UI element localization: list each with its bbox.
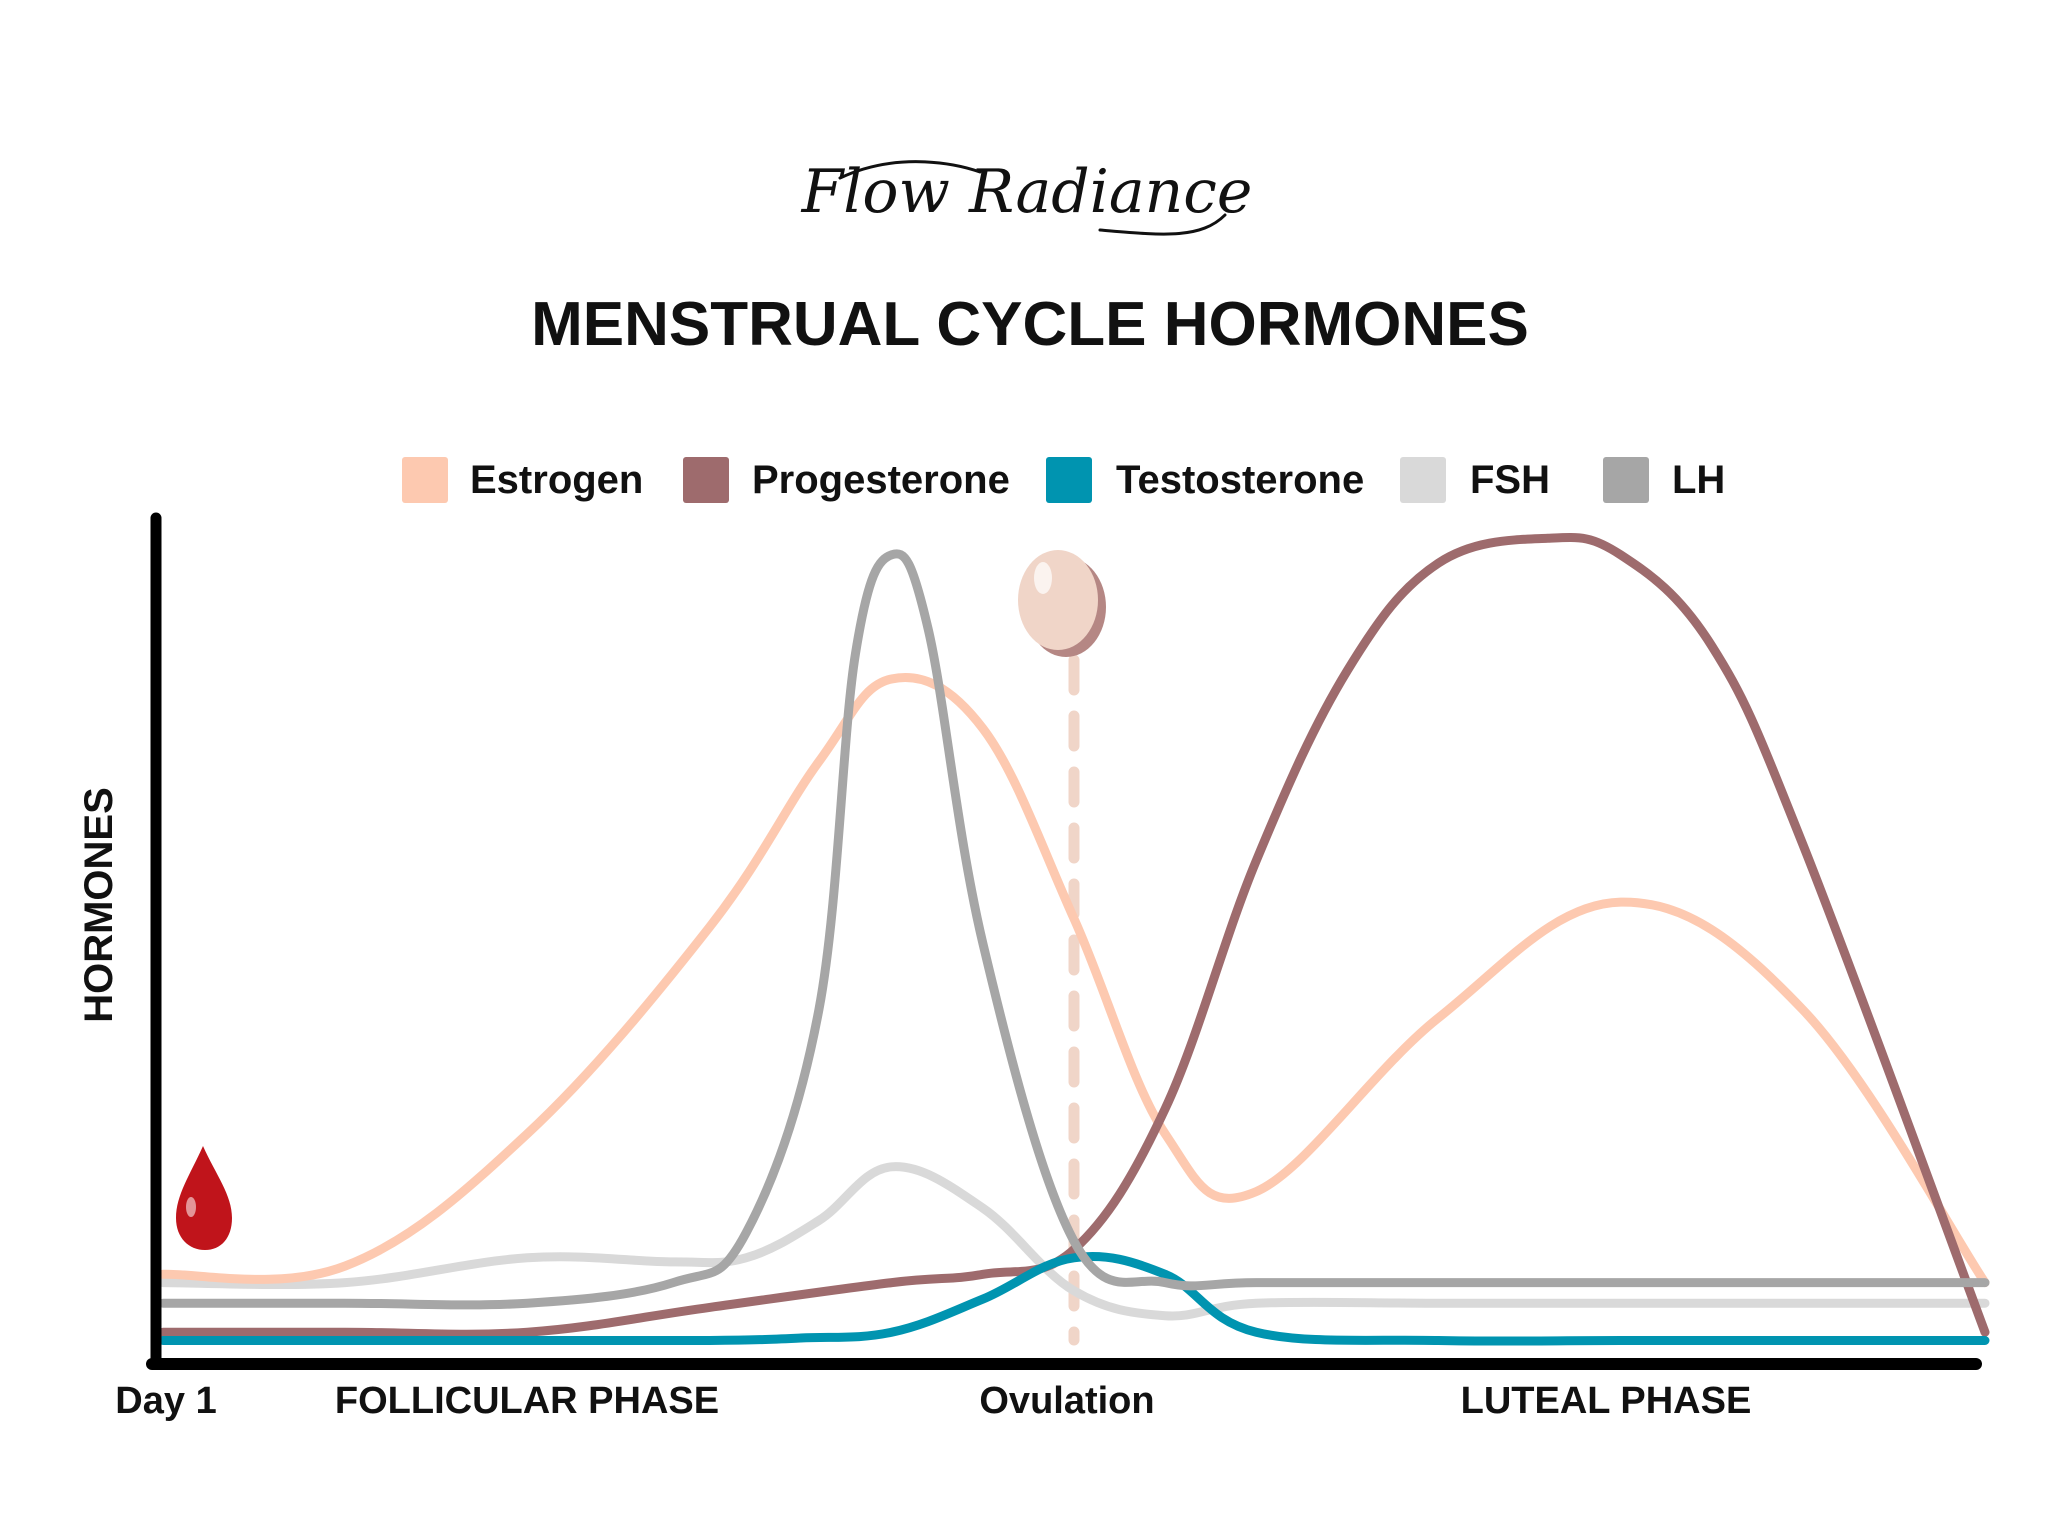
series-layer — [158, 533, 1990, 1346]
legend-item-testosterone: Testosterone — [1046, 457, 1364, 503]
brand-logo: Flow Radiance — [801, 157, 1253, 236]
legend-label-testosterone: Testosterone — [1116, 458, 1364, 502]
legend-swatch-fsh — [1400, 457, 1446, 503]
legend-label-progesterone: Progesterone — [752, 458, 1010, 502]
series-line-estrogen — [158, 673, 1990, 1288]
blood-drop-icon — [176, 1146, 232, 1250]
chart-title: MENSTRUAL CYCLE HORMONES — [531, 290, 1529, 359]
series-line-fsh — [158, 1162, 1990, 1321]
x-label-luteal-phase: LUTEAL PHASE — [1461, 1380, 1752, 1422]
x-label-follicular-phase: FOLLICULAR PHASE — [335, 1380, 719, 1422]
egg-icon — [1018, 550, 1106, 657]
x-label-ovulation: Ovulation — [979, 1380, 1154, 1422]
logo-text: Flow Radiance — [801, 157, 1253, 227]
series-line-testosterone — [158, 1252, 1990, 1346]
logo-swash — [838, 160, 1227, 236]
series-line-progesterone — [158, 533, 1990, 1339]
legend-item-estrogen: Estrogen — [402, 457, 643, 503]
x-label-day1: Day 1 — [115, 1380, 216, 1422]
legend-label-estrogen: Estrogen — [470, 458, 643, 502]
legend-item-lh: LH — [1603, 457, 1725, 503]
legend-label-fsh: FSH — [1470, 458, 1550, 502]
y-axis-label: HORMONES — [77, 787, 121, 1023]
legend: Estrogen Progesterone Testosterone FSH L… — [402, 457, 1725, 503]
legend-item-fsh: FSH — [1400, 457, 1550, 503]
legend-swatch-progesterone — [683, 457, 729, 503]
legend-item-progesterone: Progesterone — [683, 457, 1010, 503]
legend-label-lh: LH — [1672, 458, 1725, 502]
legend-swatch-lh — [1603, 457, 1649, 503]
legend-swatch-testosterone — [1046, 457, 1092, 503]
legend-swatch-estrogen — [402, 457, 448, 503]
series-line-lh — [158, 549, 1990, 1310]
